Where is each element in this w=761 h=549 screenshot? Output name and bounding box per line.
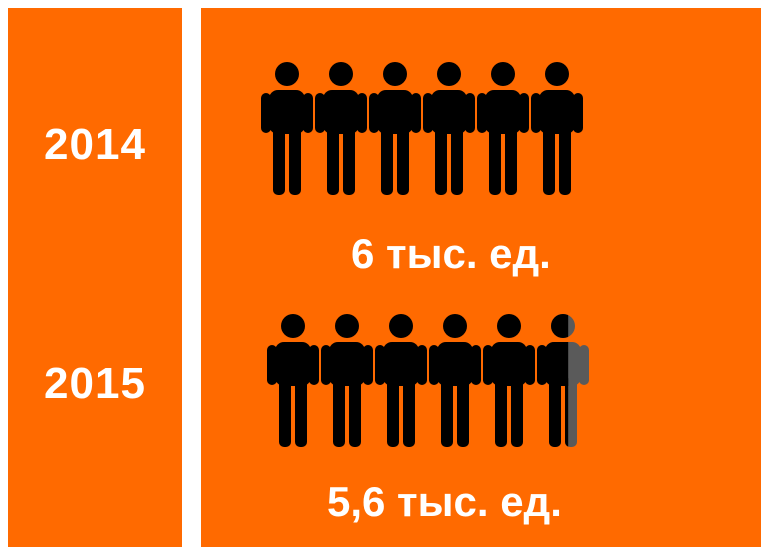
person-icon xyxy=(423,62,475,195)
person-icon xyxy=(375,314,427,447)
person-icon xyxy=(321,314,373,447)
person-icon xyxy=(537,314,589,447)
person-icon xyxy=(267,314,319,447)
person-icon xyxy=(315,62,367,195)
person-icon xyxy=(369,62,421,195)
person-icon xyxy=(429,314,481,447)
person-icon xyxy=(261,62,313,195)
years-panel: 2014 2015 xyxy=(8,8,182,547)
values-panel: 6 тыс. ед. 5,6 тыс. ед. xyxy=(201,8,761,547)
data-label-2015: 5,6 тыс. ед. xyxy=(327,478,562,525)
person-icon-row-2014 xyxy=(261,62,583,195)
person-icon xyxy=(477,62,529,195)
person-icon-row-2015 xyxy=(267,314,589,447)
person-icon xyxy=(531,62,583,195)
year-label-2015: 2015 xyxy=(44,359,146,408)
person-icon xyxy=(483,314,535,447)
data-label-2014: 6 тыс. ед. xyxy=(351,230,551,277)
year-label-2014: 2014 xyxy=(44,120,146,169)
